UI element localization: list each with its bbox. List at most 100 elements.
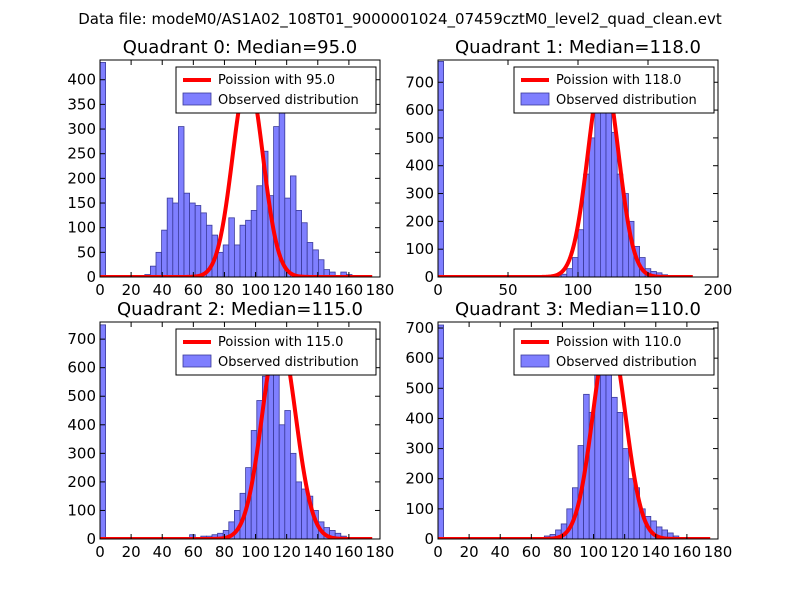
- histogram-bar: [566, 268, 573, 277]
- chart-panel-0: 0 20 40 60 80 100 120 140 160 1800501001502002503…: [67, 37, 394, 299]
- plot-area: [438, 60, 695, 277]
- y-tick-label: 300: [67, 444, 96, 462]
- x-tick-label: 120: [610, 543, 639, 561]
- axes-frame: [99, 59, 381, 278]
- y-tick-label: 500: [67, 387, 96, 405]
- histogram-bar: [317, 259, 325, 277]
- y-tick-label: 600: [405, 349, 434, 367]
- x-tick-label: 140: [303, 281, 332, 299]
- plot-area: [438, 324, 712, 539]
- x-tick-label: 80: [553, 543, 572, 561]
- x-tick-label: 0: [433, 281, 443, 299]
- figure-suptitle: Data file: modeM0/AS1A02_108T01_90000010…: [78, 10, 722, 29]
- histogram-bar: [161, 229, 168, 277]
- y-tick-label: 200: [67, 473, 96, 491]
- y-tick-label: 500: [405, 379, 434, 397]
- plot-area: [100, 62, 374, 277]
- y-tick-label: 0: [424, 268, 434, 286]
- histogram-bar: [289, 175, 297, 277]
- x-tick-label: 120: [272, 543, 301, 561]
- y-tick-label: 700: [405, 73, 434, 91]
- poisson-curve: [100, 75, 374, 277]
- x-tick-label: 0: [433, 543, 443, 561]
- legend-poisson-label: Poission with 118.0: [556, 73, 681, 88]
- legend: Poission with 110.0 Observed distribution: [513, 328, 715, 376]
- x-tick-label: 0: [95, 281, 105, 299]
- histogram-bar: [301, 488, 308, 539]
- x-tick-label: 60: [522, 543, 541, 561]
- histogram-bar: [228, 217, 235, 277]
- legend-observed-swatch: [182, 92, 212, 106]
- y-tick-label: 0: [86, 268, 96, 286]
- histogram-bar: [189, 202, 196, 277]
- chart-title: Quadrant 3: Median=110.0: [455, 299, 701, 320]
- y-tick-label: 700: [67, 330, 96, 348]
- histogram-bar: [438, 324, 444, 539]
- legend: Poission with 118.0 Observed distribution: [513, 66, 715, 114]
- x-tick-label: 160: [335, 281, 364, 299]
- y-tick-label: 400: [67, 416, 96, 434]
- x-tick-label: 200: [704, 281, 733, 299]
- y-tick-label: 50: [77, 243, 96, 261]
- histogram-bar: [289, 452, 297, 539]
- histogram-bar: [605, 92, 612, 277]
- histogram-bar: [284, 410, 291, 539]
- x-tick-label: 20: [122, 281, 141, 299]
- histogram-bar: [594, 87, 601, 277]
- legend-observed-label: Observed distribution: [556, 93, 697, 108]
- y-tick-label: 250: [67, 145, 96, 163]
- y-tick-label: 200: [405, 470, 434, 488]
- histogram-bar: [245, 219, 252, 277]
- histogram-bar: [166, 197, 174, 277]
- chart-panel-3: 0 20 40 60 80 100 120 140 160 1800100200300400500…: [405, 299, 732, 561]
- x-tick-label: 100: [241, 281, 270, 299]
- x-tick-label: 60: [184, 543, 203, 561]
- legend-poisson-label: Poission with 110.0: [556, 335, 681, 350]
- y-tick-label: 100: [405, 500, 434, 518]
- x-tick-label: 100: [579, 543, 608, 561]
- y-tick-label: 300: [67, 120, 96, 138]
- histogram-bar: [278, 424, 286, 539]
- x-tick-label: 40: [153, 281, 172, 299]
- plot-area: [100, 324, 374, 539]
- legend-poisson-label: Poission with 115.0: [218, 335, 343, 350]
- x-tick-label: 0: [95, 543, 105, 561]
- y-tick-label: 100: [405, 240, 434, 258]
- y-tick-label: 300: [405, 185, 434, 203]
- histogram-bar: [239, 224, 246, 277]
- x-tick-label: 20: [122, 543, 141, 561]
- x-tick-label: 140: [641, 543, 670, 561]
- legend-observed-label: Observed distribution: [556, 355, 697, 370]
- y-tick-label: 500: [405, 129, 434, 147]
- histogram-bar: [100, 324, 106, 539]
- histogram-bar: [295, 210, 302, 277]
- legend-observed-label: Observed distribution: [218, 355, 359, 370]
- histogram-bar: [438, 60, 444, 277]
- axes-frame: [99, 321, 381, 540]
- poisson-curve: [100, 331, 374, 539]
- y-tick-label: 0: [424, 530, 434, 548]
- histogram-bar: [577, 229, 584, 277]
- y-tick-label: 100: [67, 501, 96, 519]
- x-tick-label: 180: [704, 543, 733, 561]
- histogram-bar: [572, 257, 579, 277]
- histogram-bar: [611, 131, 618, 277]
- histogram-bar: [100, 62, 106, 277]
- histogram-bar: [183, 192, 190, 277]
- chart-title: Quadrant 1: Median=118.0: [455, 37, 701, 58]
- chart-panel-2: 0 20 40 60 80 100 120 140 160 1800100200300400500…: [67, 299, 394, 561]
- legend-observed-swatch: [520, 92, 550, 106]
- y-tick-label: 600: [67, 359, 96, 377]
- x-tick-label: 150: [634, 281, 663, 299]
- histogram-bar: [200, 212, 207, 277]
- x-tick-label: 80: [215, 543, 234, 561]
- x-tick-label: 140: [303, 543, 332, 561]
- histogram-bar: [177, 126, 185, 277]
- x-tick-label: 50: [498, 281, 517, 299]
- chart-title: Quadrant 2: Median=115.0: [117, 299, 363, 320]
- histogram-bar: [256, 185, 263, 277]
- legend-observed-swatch: [182, 354, 212, 368]
- legend: Poission with 95.0 Observed distribution: [175, 66, 377, 114]
- legend-poisson-label: Poission with 95.0: [218, 73, 335, 88]
